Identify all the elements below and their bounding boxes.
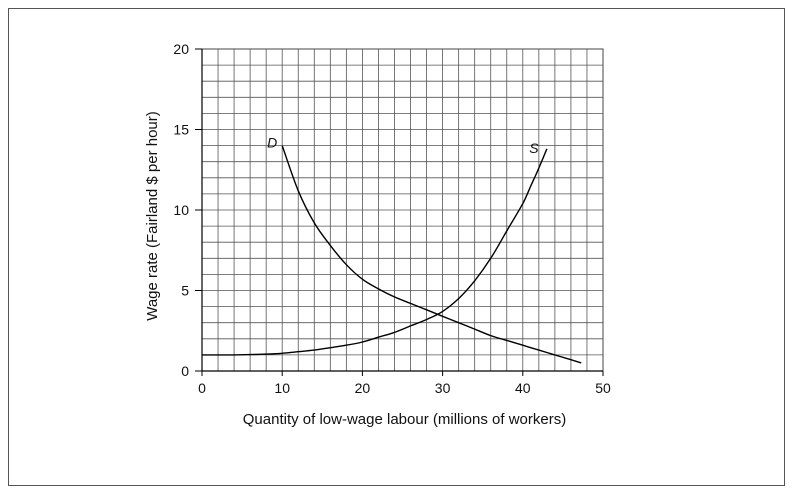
series-label-s: S [529,140,539,156]
chart-grid [201,48,604,372]
series-label-d: D [267,135,277,151]
x-tick-label: 40 [515,380,531,396]
y-tick-label: 5 [181,283,189,299]
y-tick-label: 0 [181,363,189,379]
x-tick-label: 30 [435,380,451,396]
x-tick-label: 0 [198,380,206,396]
y-tick-label: 10 [173,202,189,218]
x-tick-label: 20 [355,380,371,396]
y-tick-label: 15 [173,122,189,138]
axis-ticks: 0 10 20 30 40 50 0 5 10 15 20 [173,41,611,396]
x-axis-label: Quantity of low-wage labour (millions of… [243,411,566,428]
x-tick-label: 10 [274,380,290,396]
y-tick-label: 20 [173,41,189,57]
x-tick-label: 50 [595,380,611,396]
series-line-d-curve [281,145,582,364]
y-axis-label: Wage rate (Fairland $ per hour) [144,111,161,321]
figure-frame [8,8,785,486]
series-line-s-curve [201,148,548,356]
